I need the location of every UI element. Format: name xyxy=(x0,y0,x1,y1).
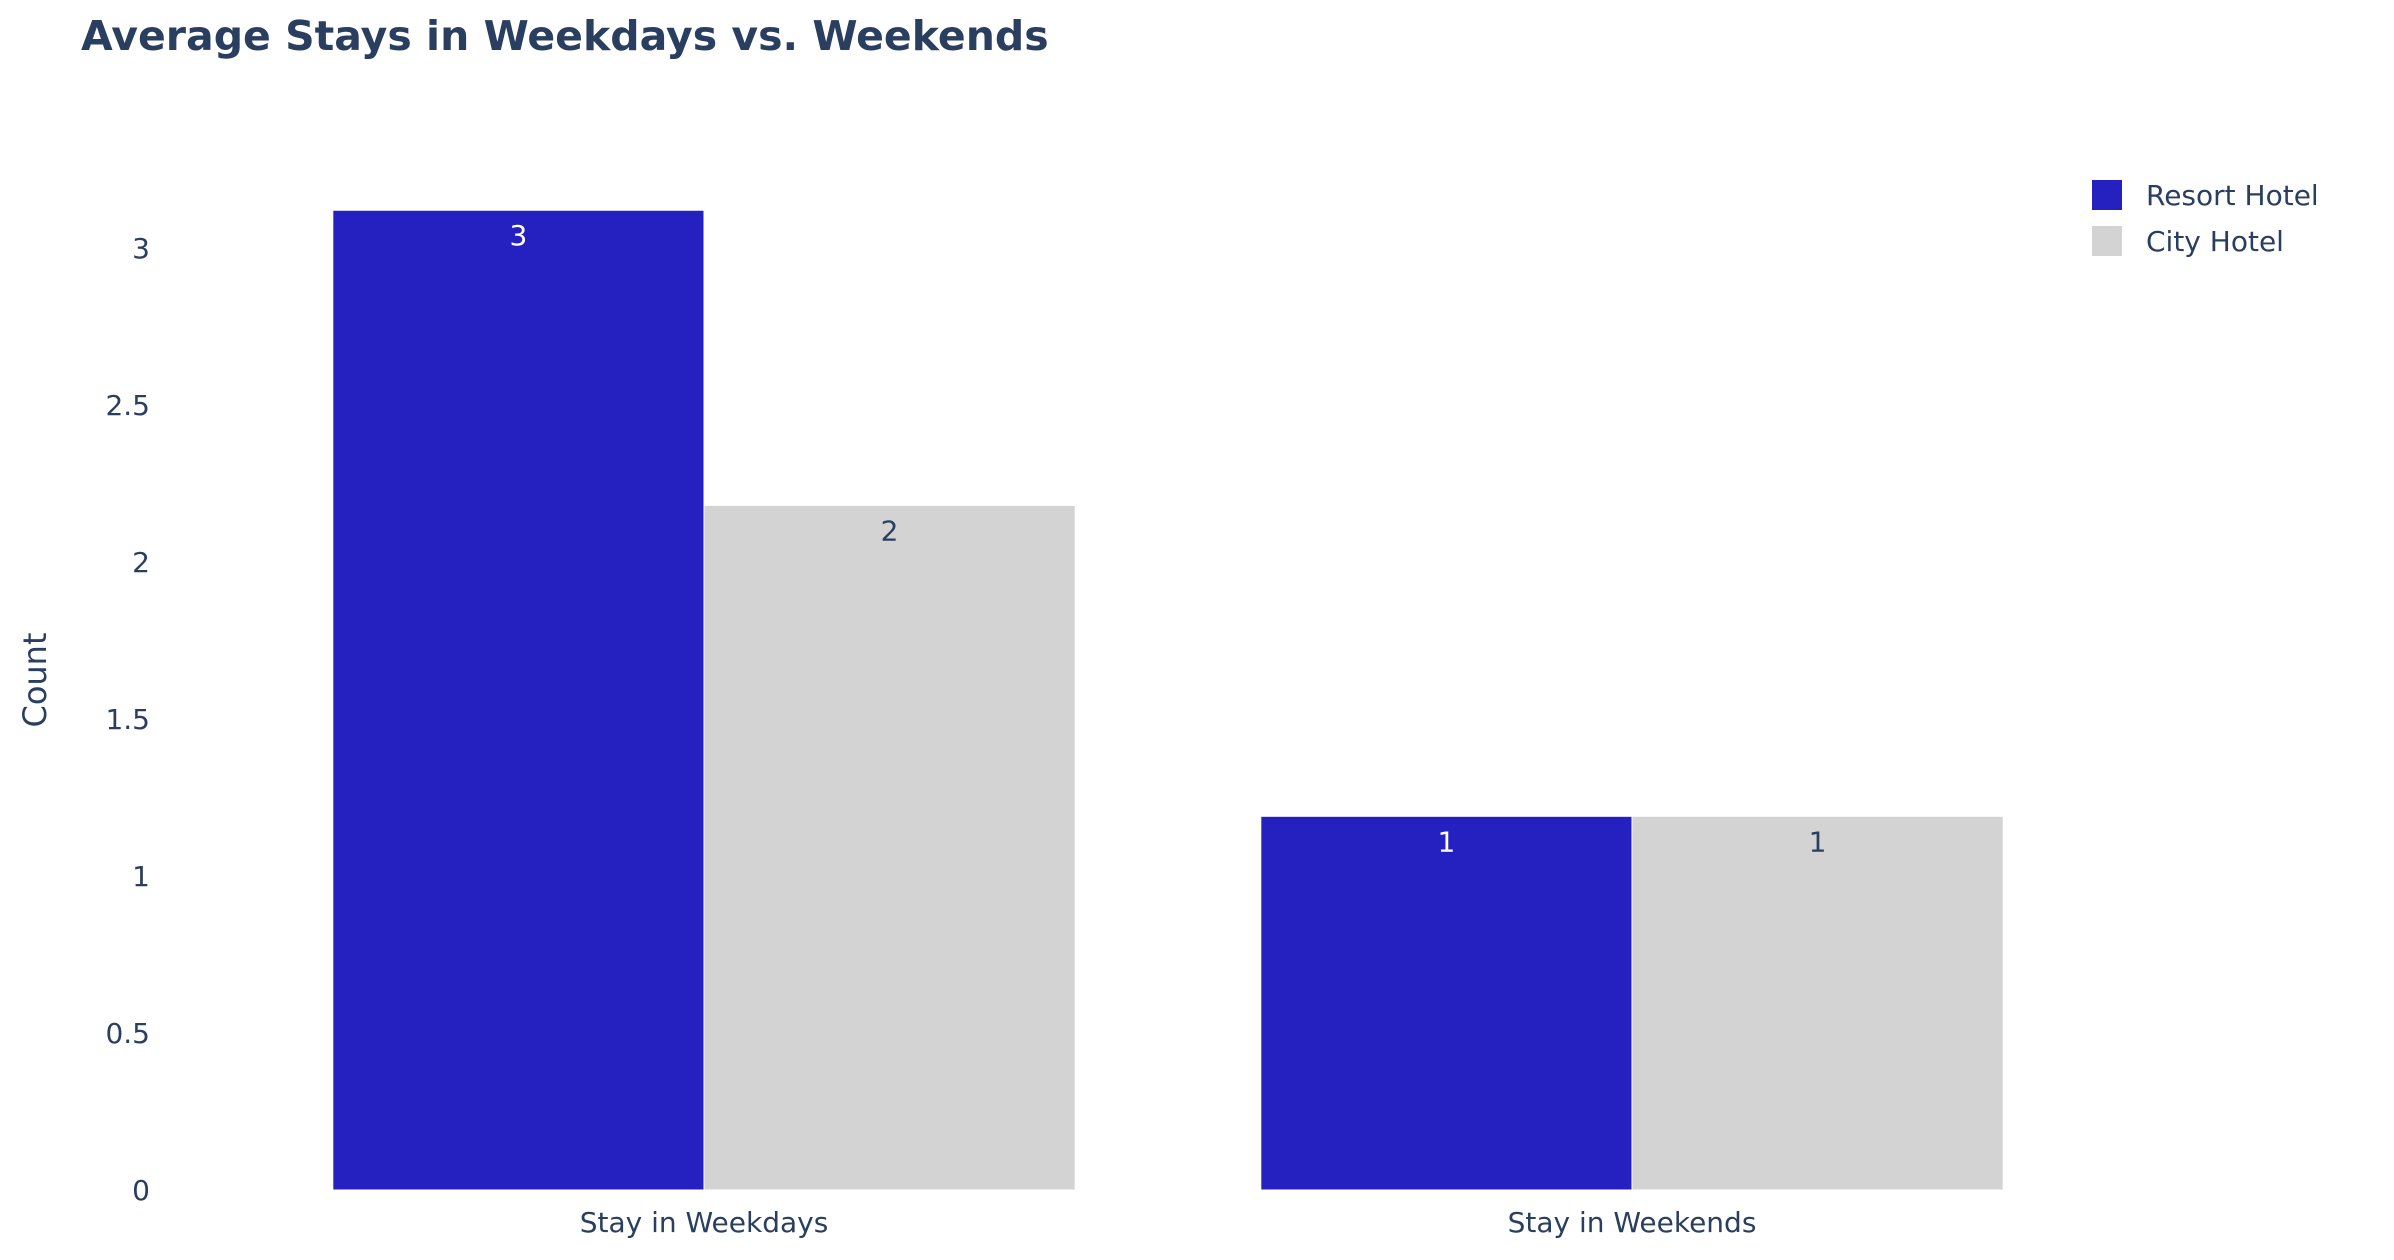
legend-item[interactable]: City Hotel xyxy=(2092,225,2284,258)
y-tick-label: 0 xyxy=(132,1174,150,1207)
legend-swatch xyxy=(2092,180,2122,210)
bar-labels-group: 3 2 1 1 xyxy=(509,219,1826,858)
legend-item[interactable]: Resort Hotel xyxy=(2092,179,2319,212)
legend-label: City Hotel xyxy=(2146,225,2284,258)
bar-city-hotel[interactable] xyxy=(1631,815,2004,1191)
y-tick-label: 0.5 xyxy=(105,1017,150,1050)
x-axis-ticks: Stay in Weekdays Stay in Weekends xyxy=(580,1206,1757,1239)
bar-resort-hotel[interactable] xyxy=(332,209,705,1191)
x-tick-label: Stay in Weekdays xyxy=(580,1206,829,1239)
y-axis-title: Count xyxy=(16,632,54,727)
y-tick-label: 1 xyxy=(132,860,150,893)
chart-title: Average Stays in Weekdays vs. Weekends xyxy=(81,12,1049,60)
bar-resort-hotel[interactable] xyxy=(1260,815,1633,1191)
legend[interactable]: Resort Hotel City Hotel xyxy=(2092,179,2319,258)
bar-series-group xyxy=(332,209,2004,1191)
bar-value-label: 1 xyxy=(1437,825,1455,858)
bar-value-label: 3 xyxy=(509,219,527,252)
y-tick-label: 2 xyxy=(132,546,150,579)
bar-value-label: 2 xyxy=(881,514,899,547)
bar-value-label: 1 xyxy=(1809,825,1827,858)
y-tick-label: 3 xyxy=(132,232,150,265)
y-tick-label: 1.5 xyxy=(105,703,150,736)
legend-label: Resort Hotel xyxy=(2146,179,2319,212)
bar-city-hotel[interactable] xyxy=(703,504,1076,1191)
x-tick-label: Stay in Weekends xyxy=(1508,1206,1757,1239)
y-tick-label: 2.5 xyxy=(105,389,150,422)
legend-swatch xyxy=(2092,226,2122,256)
y-axis-ticks: 0 0.5 1 1.5 2 2.5 3 xyxy=(105,232,150,1207)
